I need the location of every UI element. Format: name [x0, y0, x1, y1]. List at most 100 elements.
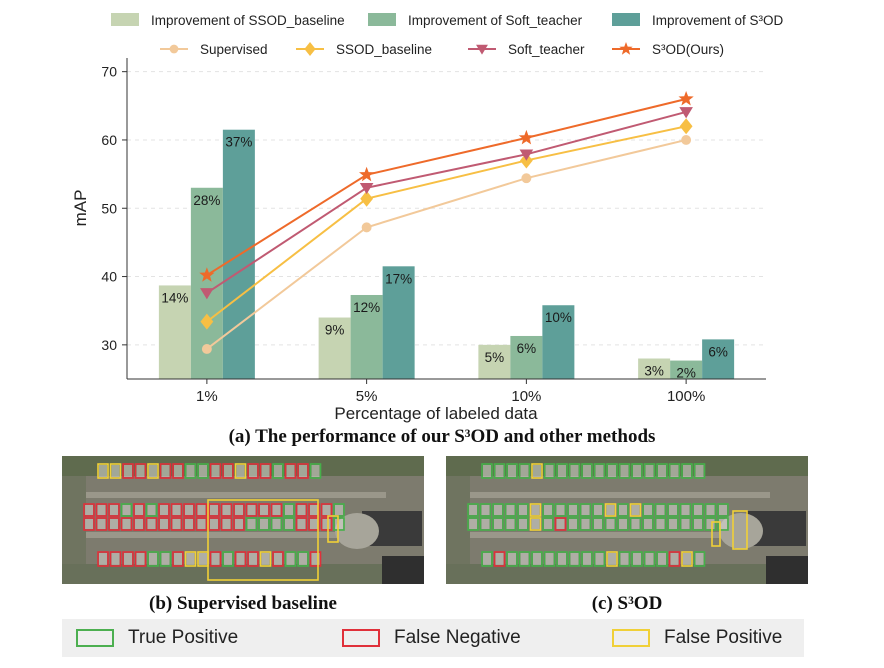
y-tick-label: 30	[101, 337, 117, 353]
detection-box	[247, 463, 259, 479]
legend-swatch-bar	[368, 13, 396, 26]
detection-box	[529, 503, 542, 517]
detection-box	[259, 463, 272, 479]
car	[658, 553, 666, 565]
detection-box	[259, 551, 272, 567]
legend-label: Improvement of Soft_teacher	[408, 13, 583, 28]
line-point-marker	[679, 107, 693, 119]
detection-box	[493, 463, 506, 479]
detection-box	[654, 517, 667, 531]
detection-box	[195, 503, 208, 517]
detection-box	[581, 463, 593, 479]
car	[335, 519, 343, 529]
car	[186, 553, 195, 565]
detection-box	[183, 517, 195, 531]
detection-box	[493, 551, 506, 567]
detection-box	[272, 551, 284, 567]
detection-box	[679, 517, 692, 531]
car	[135, 505, 143, 515]
legend-item-true-positive: True Positive	[76, 627, 238, 649]
car	[683, 465, 691, 477]
car	[558, 465, 566, 477]
line-point-marker	[518, 129, 534, 145]
car	[311, 553, 320, 565]
detection-box	[543, 463, 556, 479]
car	[147, 505, 156, 515]
detection-box	[134, 551, 147, 567]
car	[645, 553, 654, 565]
detection-box	[656, 551, 668, 567]
car	[469, 519, 477, 529]
car	[533, 465, 541, 477]
detection-box	[295, 517, 308, 531]
detection-box	[579, 503, 592, 517]
detection-box	[492, 517, 504, 531]
car	[85, 519, 93, 529]
car	[124, 465, 132, 477]
line-point-marker	[200, 288, 214, 300]
detection-box	[295, 503, 308, 517]
detection-box	[222, 551, 234, 567]
caption-b: (b) Supervised baseline	[149, 593, 337, 614]
car	[606, 505, 615, 515]
detection-box	[122, 463, 134, 479]
car	[199, 465, 207, 477]
bar-data-label: 28%	[193, 193, 220, 208]
axes-layer: 30 40 50 60 70 1% 5% 10% 100%	[101, 58, 766, 405]
detection-box	[668, 551, 681, 567]
line-point-marker	[359, 182, 374, 195]
car	[633, 465, 641, 477]
car	[556, 519, 565, 529]
legend-label: SSOD_baseline	[336, 42, 432, 57]
detection-box	[693, 551, 706, 567]
legend-label: Soft_teacher	[508, 42, 585, 57]
detection-box	[120, 503, 133, 517]
car	[669, 505, 677, 515]
detection-box	[333, 517, 345, 531]
bar	[638, 358, 671, 379]
detection-box	[492, 503, 504, 517]
car	[174, 465, 182, 477]
car	[508, 553, 516, 565]
bar-data-label: 12%	[353, 300, 380, 315]
detection-box	[270, 517, 283, 531]
x-tick-label: 5%	[356, 388, 378, 405]
legend-label: Supervised	[200, 42, 268, 57]
bar-data-label: 17%	[385, 271, 412, 286]
detection-box	[333, 503, 345, 517]
car	[545, 465, 554, 477]
line-point-marker	[201, 343, 212, 354]
car	[656, 505, 665, 515]
detection-box	[531, 463, 543, 479]
car	[570, 553, 579, 565]
detection-box	[504, 503, 517, 517]
car	[299, 465, 307, 477]
detection-box	[629, 517, 642, 531]
car	[581, 505, 590, 515]
detection-box	[568, 463, 581, 479]
caption-a: (a) The performance of our S³OD and othe…	[228, 426, 656, 447]
lane	[86, 532, 386, 538]
detection-box	[234, 551, 247, 567]
detection-box	[556, 551, 568, 567]
car	[186, 465, 195, 477]
detection-box	[504, 517, 517, 531]
car	[136, 553, 145, 565]
detection-box	[208, 517, 220, 531]
car	[506, 519, 515, 529]
detection-box	[593, 551, 606, 567]
detection-box	[233, 517, 245, 531]
car	[669, 519, 677, 529]
car	[147, 519, 156, 529]
x-tick-label: 100%	[667, 388, 705, 405]
bar	[510, 335, 543, 379]
detection-box	[147, 551, 159, 567]
detection-box	[631, 551, 643, 567]
detection-box	[320, 517, 333, 531]
bar-data-label: 6%	[517, 341, 537, 356]
detection-box	[183, 503, 195, 517]
car	[695, 553, 704, 565]
detection-box	[579, 517, 592, 531]
car	[595, 553, 604, 565]
detection-box	[284, 551, 297, 567]
